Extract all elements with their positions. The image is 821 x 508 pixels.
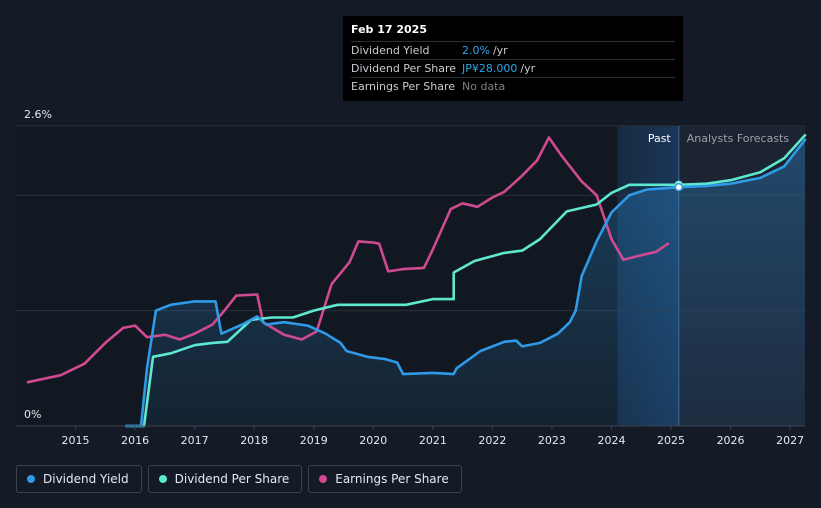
series-line-earnings-per-share	[26, 136, 670, 384]
x-tick-label: 2021	[419, 434, 447, 447]
tooltip-row-earnings-per-share: Earnings Per Share No data	[351, 77, 675, 95]
tooltip-row-unit: /yr	[520, 62, 536, 75]
tooltip-row-dividend-yield: Dividend Yield 2.0% /yr	[351, 41, 675, 59]
x-tick-label: 2024	[597, 434, 625, 447]
legend: Dividend Yield Dividend Per Share Earnin…	[16, 465, 462, 493]
dividend-yield-area	[126, 139, 805, 427]
legend-dividend-yield[interactable]: Dividend Yield	[16, 465, 142, 493]
x-tick-label: 2025	[657, 434, 685, 447]
tooltip-row-value: 2.0%	[462, 44, 490, 57]
y-axis-label-min: 0%	[24, 408, 41, 421]
legend-label: Dividend Per Share	[174, 472, 290, 486]
x-tick-label: 2018	[240, 434, 268, 447]
x-tick-label: 2017	[181, 434, 209, 447]
legend-earnings-per-share[interactable]: Earnings Per Share	[308, 465, 462, 493]
legend-dividend-per-share[interactable]: Dividend Per Share	[147, 465, 303, 493]
hover-markers	[674, 180, 684, 192]
tooltip-row-value: No data	[462, 80, 506, 93]
legend-label: Dividend Yield	[43, 472, 129, 486]
x-tick-label: 2019	[300, 434, 328, 447]
x-tick-label: 2020	[359, 434, 387, 447]
legend-dot	[27, 475, 35, 483]
x-tick-label: 2016	[121, 434, 149, 447]
x-tick-label: 2022	[478, 434, 506, 447]
x-tick-label: 2023	[538, 434, 566, 447]
tooltip-row-label: Earnings Per Share	[351, 80, 456, 93]
past-label: Past	[648, 132, 672, 145]
series-line-dividend-yield	[124, 138, 807, 428]
legend-label: Earnings Per Share	[335, 472, 449, 486]
hover-marker	[674, 182, 684, 192]
x-tick-label: 2027	[776, 434, 804, 447]
tooltip: Feb 17 2025 Dividend Yield 2.0% /yr Divi…	[343, 16, 683, 101]
x-axis-ticks: 2015 2016 2017 2018 2019 2020 2021 2022 2023 2024…	[62, 426, 804, 447]
tooltip-row-dividend-per-share: Dividend Per Share JP¥28.000 /yr	[351, 59, 675, 77]
y-axis-label-max: 2.6%	[24, 108, 52, 121]
tooltip-row-label: Dividend Yield	[351, 44, 430, 57]
legend-dot	[319, 475, 328, 483]
x-tick-label: 2015	[62, 434, 90, 447]
tooltip-date: Feb 17 2025	[351, 23, 427, 36]
analysts-forecasts-label: Analysts Forecasts	[687, 132, 790, 145]
tooltip-row-label: Dividend Per Share	[351, 62, 457, 75]
tooltip-row-value: JP¥28.000	[462, 62, 518, 75]
x-tick-label: 2026	[717, 434, 745, 447]
tooltip-row-unit: /yr	[492, 44, 508, 57]
legend-dot	[158, 475, 167, 483]
